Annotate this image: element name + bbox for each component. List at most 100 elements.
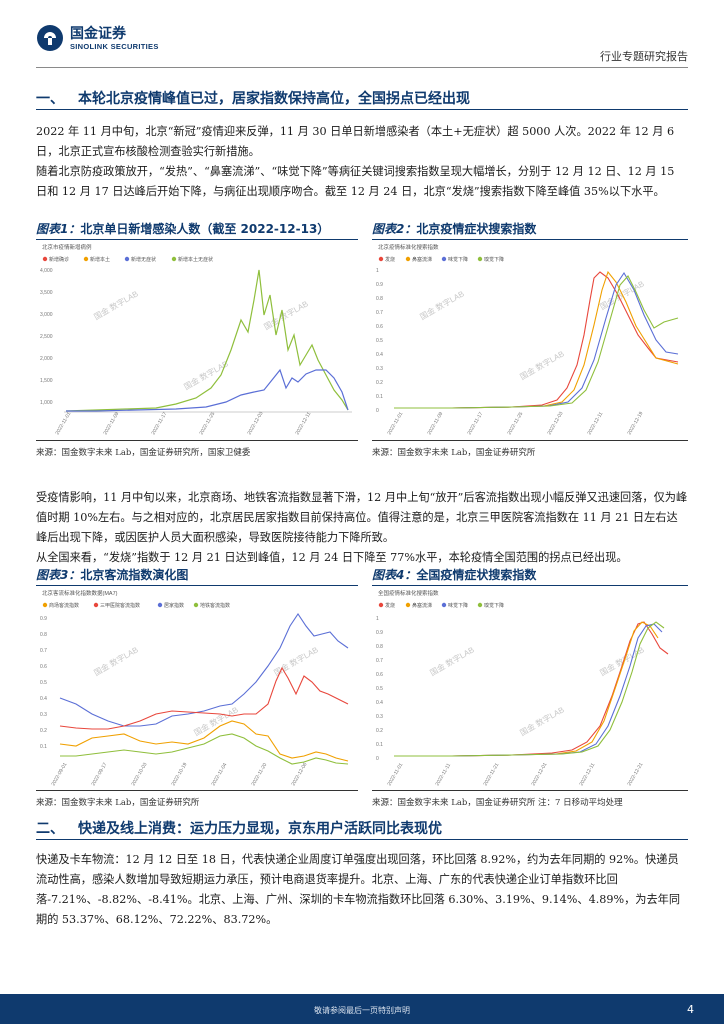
legend-dot (378, 256, 384, 262)
page-footer: 敬请参阅最后一页特别声明 4 (0, 994, 724, 1024)
chart-1-mini-title: 北京市疫情新增病例 (42, 243, 92, 251)
y-tick: 0.5 (376, 338, 383, 344)
legend-dot (405, 256, 411, 262)
chart-4-x-axis: 2022-11-01 2022-11-11 2022-11-21 2022-12… (387, 762, 645, 787)
x-tick: 2022-09-17 (91, 762, 109, 787)
figure-2-source: 来源：国金数字未来 Lab，国金证券研究所 (372, 448, 536, 458)
chart-3-legend: 商场客流指数 三甲医院客流指数 居家指数 地铁客流指数 (42, 602, 230, 609)
logo-mark-icon (37, 25, 63, 51)
y-tick: 0.3 (40, 712, 47, 718)
x-tick: 2022-12-19 (627, 411, 645, 436)
legend-dot (42, 256, 48, 262)
series-line-taste-loss (394, 271, 679, 409)
chart-2-svg: 北京疫情标准化搜索指数 发烧 鼻塞流涕 味觉下降 嗅觉下降 1 0.9 0.8 … (376, 243, 679, 436)
x-tick: 2022-11-01 (387, 762, 405, 787)
y-tick: 0.9 (376, 630, 383, 636)
legend-label: 新增确诊 (49, 256, 69, 263)
x-tick: 2022-12-21 (627, 762, 645, 787)
y-tick: 1,000 (40, 400, 53, 406)
y-tick: 0.3 (376, 714, 383, 720)
logo-text-cn: 国金证券 (70, 25, 126, 42)
watermark: 国金 数字LAB (428, 644, 476, 677)
y-tick: 0.6 (40, 664, 47, 670)
legend-label: 味觉下降 (448, 256, 468, 263)
x-tick: 2022-10-19 (171, 762, 189, 787)
figure-caption: 北京单日新增感染人数（截至 2022-12-13） (80, 222, 330, 236)
logo-text-en: SINOLINK SECURITIES (70, 41, 159, 51)
y-tick: 0.8 (376, 296, 383, 302)
legend-label: 发烧 (385, 602, 395, 609)
x-tick: 2022-11-04 (211, 762, 229, 787)
paragraph-2: 随着北京防疫政策放开，“发热”、“鼻塞流涕”、“味觉下降”等病征关键词搜索指数呈… (36, 165, 675, 198)
series-line-asymptomatic (65, 269, 349, 412)
legend-dot (171, 256, 177, 262)
legend-label: 嗅觉下降 (484, 256, 504, 263)
y-tick: 3,000 (40, 312, 53, 318)
chart-3-mini-title: 北京客流标准化指数数据(MA7) (42, 589, 118, 597)
figure-number: 图表4： (372, 568, 417, 582)
x-tick: 2022-12-03 (547, 411, 565, 436)
series-line-smell-loss (394, 621, 665, 757)
legend-label: 新增本土无症状 (178, 256, 213, 263)
x-tick: 2022-12-11 (295, 411, 313, 436)
x-tick: 2022-11-25 (507, 411, 525, 436)
x-tick: 2022-11-09 (427, 411, 445, 436)
x-tick: 2022-11-01 (387, 411, 405, 436)
chart-2-x-axis: 2022-11-01 2022-11-09 2022-11-17 2022-11… (387, 411, 645, 436)
figure-1-chart: 北京市疫情新增病例 新增确诊 新增本土 新增无症状 新增本土无症状 4,000 … (36, 240, 358, 441)
y-tick: 0.9 (376, 282, 383, 288)
chart-3-x-axis: 2022-09-01 2022-09-17 2022-10-03 2022-10… (51, 762, 309, 787)
figure-1-title: 图表1：北京单日新增感染人数（截至 2022-12-13） (36, 220, 358, 240)
section-heading: 快递及线上消费：运力压力显现，京东用户活跃同比表现优 (78, 821, 442, 837)
x-tick: 2022-12-03 (247, 411, 265, 436)
chart-1-y-axis: 4,000 3,500 3,000 2,500 2,000 1,500 1,00… (40, 268, 53, 406)
figure-number: 图表2： (372, 222, 417, 236)
legend-dot (42, 602, 48, 608)
y-tick: 0.4 (40, 696, 47, 702)
section-number: 二、 (36, 821, 64, 837)
legend-dot (83, 256, 89, 262)
paragraph-5: 快递及卡车物流：12 月 12 日至 18 日，代表快递企业周度订单强度出现回落… (36, 853, 681, 926)
x-tick: 2022-11-09 (103, 411, 121, 436)
watermark: 国金 数字LAB (418, 288, 466, 321)
x-tick: 2022-11-01 (55, 411, 73, 436)
legend-label: 鼻塞流涕 (412, 602, 432, 609)
figure-caption: 北京疫情症状搜索指数 (416, 222, 537, 236)
chart-4-svg: 全国疫情标准化搜索指数 发烧 鼻塞流涕 味觉下降 嗅觉下降 1 0.9 0.8 … (376, 589, 669, 787)
figure-1-source: 来源：国金数字未来 Lab，国金证券研究所，国家卫健委 (36, 448, 251, 458)
section-title-1: 一、 本轮北京疫情峰值已过，居家指数保持高位，全国拐点已经出现 (36, 88, 688, 110)
chart-3-y-axis: 0.9 0.8 0.7 0.6 0.5 0.4 0.3 0.2 0.1 (40, 616, 47, 750)
x-tick: 2022-12-06 (291, 762, 309, 787)
company-logo: 国金证券 SINOLINK SECURITIES (36, 24, 159, 52)
y-tick: 0.8 (40, 632, 47, 638)
y-tick: 0.2 (40, 728, 47, 734)
y-tick: 0.6 (376, 672, 383, 678)
chart-1-svg: 北京市疫情新增病例 新增确诊 新增本土 新增无症状 新增本土无症状 4,000 … (40, 243, 352, 436)
chart-4-mini-title: 全国疫情标准化搜索指数 (378, 589, 439, 597)
x-tick: 2022-11-17 (151, 411, 169, 436)
figure-4-source: 来源：国金数字未来 Lab，国金证券研究所 注：7 日移动平均处理 (372, 798, 623, 808)
y-tick: 0.4 (376, 700, 383, 706)
legend-dot (405, 602, 411, 608)
chart-1-x-axis: 2022-11-01 2022-11-09 2022-11-17 2022-11… (55, 411, 313, 436)
figure-3-title: 图表3：北京客流指数演化图 (36, 566, 358, 586)
y-tick: 0.2 (376, 728, 383, 734)
legend-dot (378, 602, 384, 608)
y-tick: 0.5 (40, 680, 47, 686)
y-tick: 0.1 (376, 394, 383, 400)
series-line-fever (394, 271, 679, 409)
y-tick: 0.7 (376, 310, 383, 316)
x-tick: 2022-11-25 (199, 411, 217, 436)
figure-2-title: 图表2：北京疫情症状搜索指数 (372, 220, 688, 240)
watermark: 国金 数字LAB (92, 288, 140, 321)
footer-disclaimer: 敬请参阅最后一页特别声明 (314, 1006, 410, 1015)
series-line-hospital (59, 666, 349, 730)
chart-1-legend: 新增确诊 新增本土 新增无症状 新增本土无症状 (42, 256, 213, 263)
page-header: 国金证券 SINOLINK SECURITIES 行业专题研究报告 (36, 22, 688, 68)
legend-dot (193, 602, 199, 608)
y-tick: 2,500 (40, 334, 53, 340)
y-tick: 2,000 (40, 356, 53, 362)
chart-2-mini-title: 北京疫情标准化搜索指数 (378, 243, 439, 251)
figure-3-source: 来源：国金数字未来 Lab，国金证券研究所 (36, 798, 200, 808)
x-tick: 2022-11-11 (435, 762, 453, 787)
